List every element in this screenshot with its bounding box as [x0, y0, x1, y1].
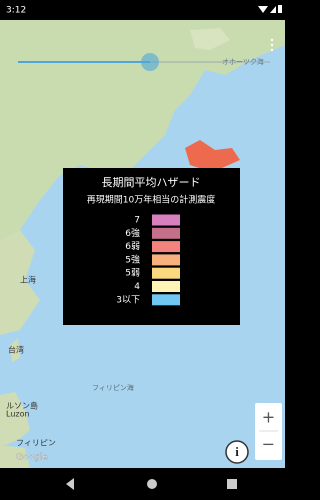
- map-label: 台湾: [8, 345, 24, 355]
- legend-label: 6弱: [125, 241, 140, 252]
- legend-label: 5強: [125, 253, 140, 265]
- legend-label: 6強: [125, 227, 140, 239]
- zoom-out-button[interactable]: −: [262, 435, 275, 454]
- nav-recent[interactable]: [227, 479, 237, 489]
- nav-home[interactable]: [147, 479, 157, 489]
- menu-button[interactable]: [271, 39, 273, 51]
- legend-label: 7: [134, 216, 140, 226]
- app-screen: 3:12 オホーツク海 上海 台湾 フィリピン海 ルソン島 Luzon フィリピ…: [0, 0, 285, 500]
- legend-swatch: [152, 281, 180, 292]
- zoom-controls: + −: [255, 403, 282, 460]
- map-label: フィリピン海: [92, 383, 134, 392]
- map-label: Luzon: [6, 410, 30, 419]
- status-time: 3:12: [6, 6, 26, 16]
- map-label: 上海: [20, 275, 36, 285]
- status-bar: [0, 0, 285, 20]
- legend-swatch: [152, 241, 180, 252]
- legend-swatch: [152, 215, 180, 226]
- legend-label: 4: [134, 282, 140, 292]
- map-label: フィリピン: [16, 439, 56, 448]
- legend-swatch: [152, 294, 180, 305]
- info-button[interactable]: i: [235, 444, 239, 459]
- zoom-in-button[interactable]: +: [262, 408, 275, 427]
- legend-box: [63, 168, 240, 325]
- legend-swatch: [152, 228, 180, 239]
- legend-label: 3以下: [116, 295, 140, 305]
- legend-title: 長期間平均ハザード: [102, 176, 201, 189]
- slider-thumb[interactable]: [141, 53, 159, 71]
- legend-swatch: [152, 254, 180, 265]
- nav-bar: [0, 468, 285, 500]
- google-logo: Google: [16, 453, 48, 463]
- legend-label: 5弱: [125, 268, 140, 279]
- battery-icon: [278, 5, 282, 13]
- legend-subtitle: 再現期間10万年相当の計測震度: [87, 194, 215, 206]
- legend-swatch: [152, 268, 180, 279]
